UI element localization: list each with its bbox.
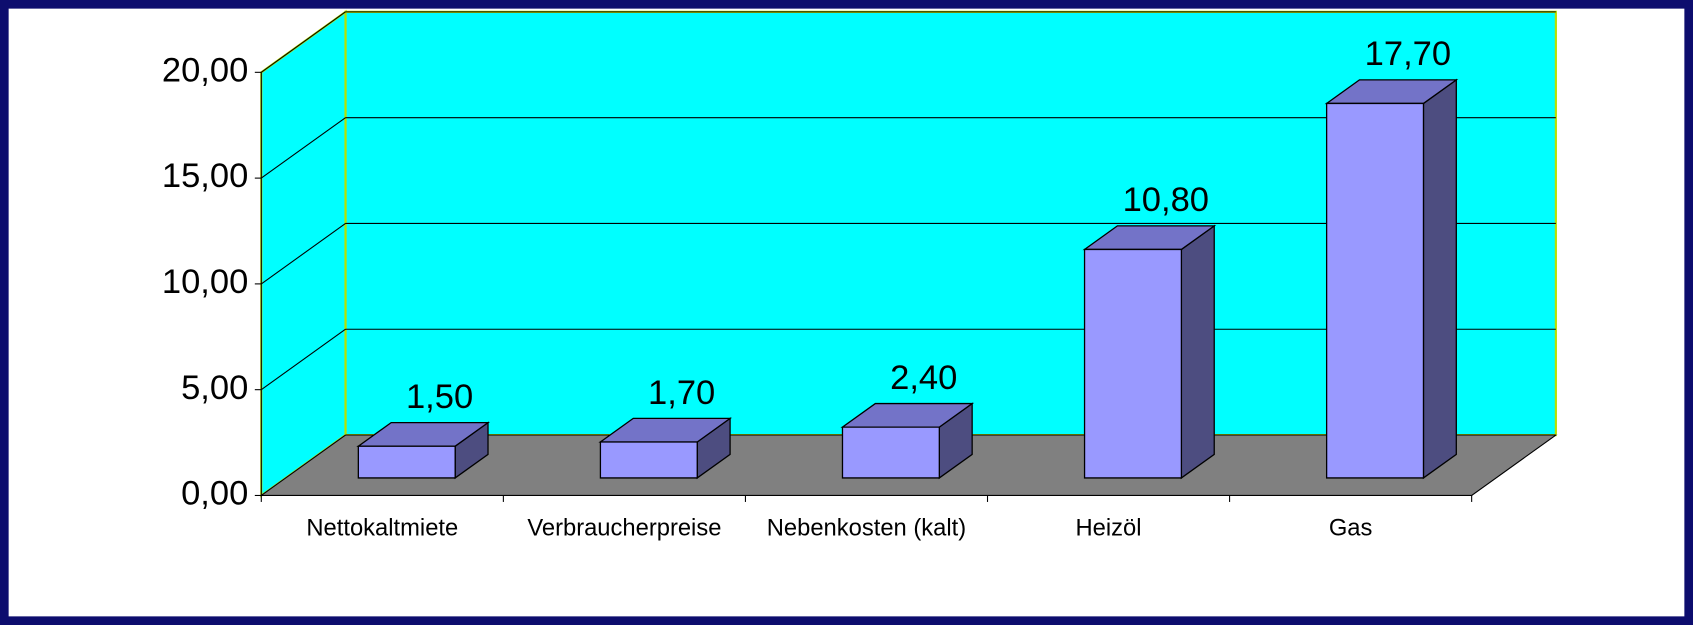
bar bbox=[356, 421, 491, 480]
x-tick-label-box: Nettokaltmiete bbox=[250, 514, 514, 542]
x-tick-label-box: Gas bbox=[1219, 514, 1483, 542]
value-label: 17,70 bbox=[1365, 35, 1451, 73]
bar-front bbox=[841, 426, 940, 479]
x-tick-label: Verbraucherpreise bbox=[527, 513, 722, 541]
floor-edge bbox=[1471, 434, 1557, 496]
bar-front bbox=[1083, 248, 1183, 479]
bar-side bbox=[1180, 224, 1215, 480]
x-tick-label-wrap: Verbraucherpreise bbox=[493, 514, 757, 542]
bar bbox=[840, 402, 975, 480]
value-label: 2,40 bbox=[890, 359, 957, 397]
x-tick-label-box: Nebenkosten (kalt) bbox=[735, 514, 999, 542]
grid-line bbox=[260, 11, 346, 73]
bar-front bbox=[1325, 102, 1425, 479]
value-label: 1,70 bbox=[648, 374, 715, 412]
x-tick-label-box: Heizöl bbox=[977, 514, 1241, 542]
grid-line bbox=[260, 223, 346, 285]
bar bbox=[1324, 78, 1459, 480]
bar bbox=[598, 417, 733, 480]
x-tick-label: Nebenkosten (kalt) bbox=[766, 513, 967, 541]
y-tick-label: 20,00 bbox=[162, 51, 248, 89]
y-tick-label: 15,00 bbox=[162, 157, 248, 195]
y-tick-label: 10,00 bbox=[162, 263, 248, 301]
value-label: 1,50 bbox=[406, 378, 473, 416]
bar-front bbox=[357, 445, 456, 479]
grid-line bbox=[260, 117, 346, 179]
x-tick-label-wrap: Nettokaltmiete bbox=[250, 514, 514, 542]
value-label: 10,80 bbox=[1123, 181, 1209, 219]
x-tick-label-wrap: Gas bbox=[1219, 514, 1483, 542]
bar bbox=[1082, 224, 1217, 480]
grid-line bbox=[260, 328, 346, 391]
x-tick-label: Nettokaltmiete bbox=[306, 513, 459, 541]
bar-side bbox=[1422, 78, 1457, 480]
x-tick-label-wrap: Heizöl bbox=[977, 514, 1241, 542]
x-tick-label: Heizöl bbox=[1075, 513, 1142, 541]
x-tick-label-box: Verbraucherpreise bbox=[493, 514, 757, 542]
x-tick-label: Gas bbox=[1328, 513, 1373, 541]
grid-line bbox=[260, 434, 346, 496]
bar-front bbox=[599, 441, 698, 479]
y-tick-label: 5,00 bbox=[181, 369, 248, 407]
x-tick-label-wrap: Nebenkosten (kalt) bbox=[735, 514, 999, 542]
y-tick-label: 0,00 bbox=[181, 475, 248, 513]
